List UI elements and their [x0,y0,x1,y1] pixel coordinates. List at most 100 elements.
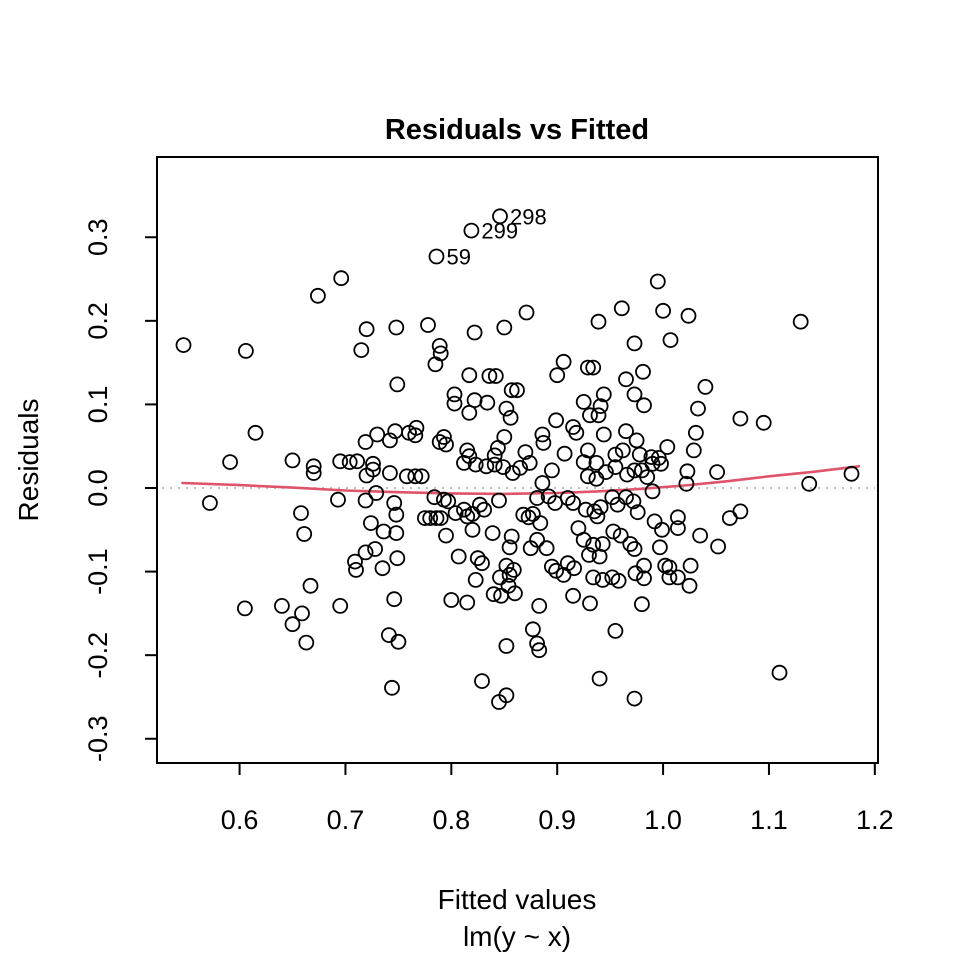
data-point [559,490,576,506]
data-point [580,468,596,485]
data-point [589,508,606,525]
data-point [662,332,679,349]
data-point [690,400,706,417]
data-point [381,432,398,449]
data-point [681,577,698,594]
data-point [670,509,686,526]
data-point [625,493,642,510]
data-point [389,376,406,393]
data-point [426,489,443,506]
data-point [481,368,498,384]
data-point [585,359,602,376]
data-point [305,465,322,481]
data-point [682,557,699,574]
data-point [618,371,634,388]
data-point [619,466,635,483]
data-point [374,560,391,577]
data-point [529,635,545,652]
data-point [496,319,513,336]
data-point [367,541,384,557]
data-point [697,378,714,395]
data-point [631,446,648,463]
data-point [649,273,666,290]
x-tick-label: 1.1 [750,805,788,835]
data-point [531,642,548,659]
data-point [348,562,364,578]
data-point [293,505,309,521]
data-point [498,638,515,654]
data-point [498,687,515,704]
data-point [565,495,581,511]
data-point [467,572,484,588]
data-point [443,592,460,608]
data-point [503,528,520,545]
data-point [222,454,239,471]
data-point [461,404,478,421]
data-point [474,673,490,689]
point-label: 59 [447,245,471,270]
tick-labels-group: 0.6 0.7 0.8 0.9 1.0 1.1 1.2 -0.3 -0.2 -0.1 0.0 0.1 0… [83,218,893,835]
data-point [446,395,463,412]
data-point [357,434,374,450]
data-point [388,506,405,523]
data-point [428,510,445,526]
data-point [358,321,375,338]
plot-frame [156,156,879,764]
y-tick-label: -0.1 [83,548,113,595]
data-point [369,426,386,443]
data-point [531,598,548,614]
data-point [476,501,493,518]
data-point [661,569,678,586]
y-tick-label: 0.3 [83,218,113,256]
data-point [653,455,669,472]
data-point [353,342,370,359]
data-point [413,468,430,485]
data-point [332,598,349,614]
data-point [432,510,449,526]
data-point [201,495,218,511]
data-point [582,595,598,612]
data-point [628,432,645,449]
data-point [517,444,534,461]
data-point [532,515,549,531]
data-point [273,598,290,614]
data-point [237,342,254,359]
data-point [575,531,592,548]
data-point [438,527,454,544]
y-axis-label: Residuals [13,399,44,522]
x-tick-label: 1.2 [856,805,894,835]
data-point [755,414,772,431]
data-point [792,313,809,330]
data-point [626,386,643,403]
data-point [626,462,643,479]
data-point [498,400,515,417]
data-point [534,475,551,491]
data-point [459,594,476,611]
data-point [594,572,611,588]
data-point [612,527,629,544]
data-point [486,456,503,473]
data-point [438,436,454,453]
x-tick-label: 0.8 [433,805,471,835]
data-point [302,577,319,594]
data-point [607,446,624,463]
data-point [598,464,614,481]
data-point [595,426,612,443]
data-point [296,526,313,542]
data-point [652,539,668,556]
data-point [463,222,480,239]
data-point [529,490,545,506]
data-point [670,520,686,536]
data-point [427,356,444,373]
plot-frame-group [156,156,879,764]
data-point [771,664,788,681]
data-point [644,483,661,500]
data-point [501,567,518,583]
data-point [294,605,310,622]
data-point [365,461,381,478]
data-point [634,596,650,613]
data-point [375,523,392,540]
data-point [357,544,374,561]
data-point [581,547,597,563]
